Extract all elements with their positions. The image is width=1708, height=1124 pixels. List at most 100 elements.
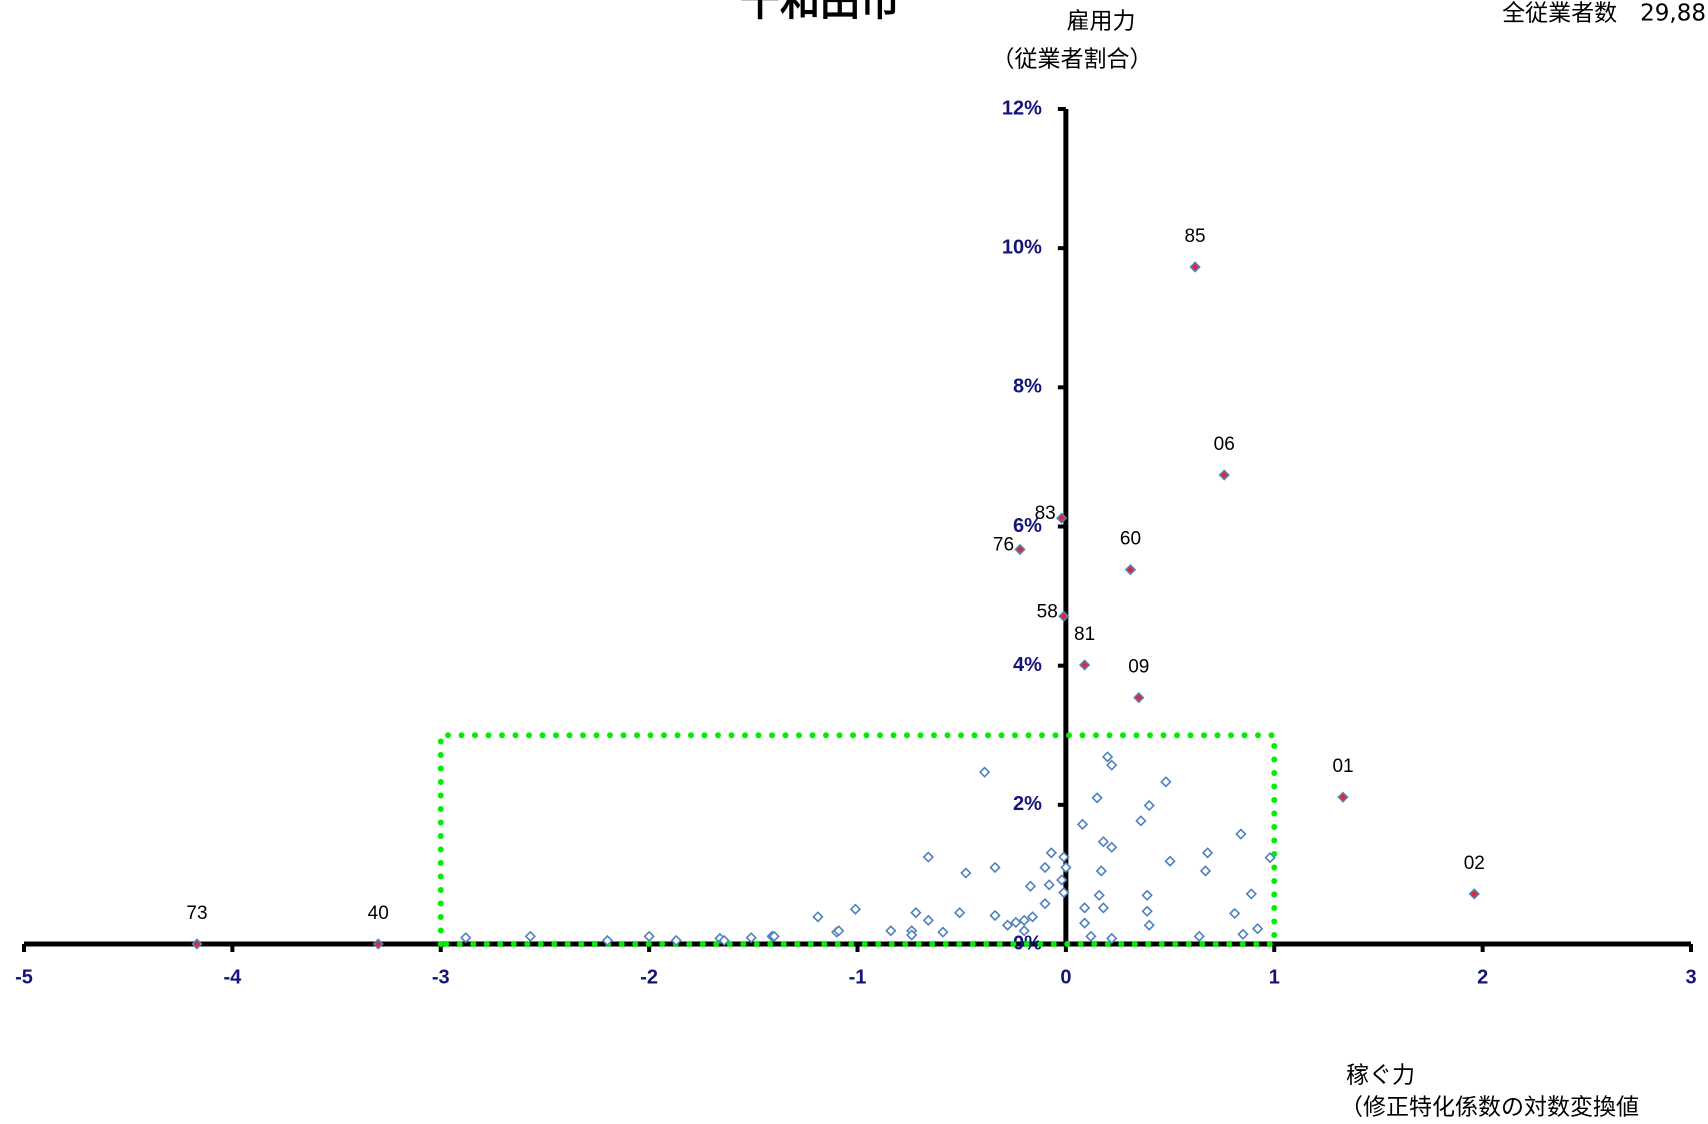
point-label: 73 — [186, 903, 207, 924]
point — [1189, 261, 1201, 273]
y-axis-subtitle: （従業者割合） — [992, 47, 1153, 73]
point — [718, 934, 730, 947]
point — [922, 914, 934, 926]
point — [1106, 932, 1118, 945]
point — [1251, 923, 1264, 935]
point — [1235, 828, 1247, 840]
point — [1085, 930, 1097, 942]
point-label: 40 — [368, 903, 389, 924]
x-tick-label: 3 — [1685, 966, 1696, 988]
point — [1076, 818, 1089, 830]
point — [1141, 889, 1153, 901]
point — [1106, 759, 1118, 771]
point — [460, 932, 472, 944]
y-tick-label: 8% — [1013, 376, 1042, 398]
point — [1101, 751, 1114, 763]
point — [1001, 919, 1014, 931]
x-tick-label: -5 — [15, 966, 33, 988]
point — [978, 766, 991, 778]
x-tick-label: -2 — [640, 966, 658, 988]
x-tick-label: -3 — [432, 966, 450, 988]
point — [1058, 886, 1070, 899]
point — [1056, 512, 1068, 524]
point — [910, 907, 922, 919]
point — [812, 911, 824, 923]
point — [906, 929, 918, 941]
point — [1245, 888, 1257, 900]
point — [937, 926, 949, 938]
point-label: 60 — [1120, 529, 1141, 550]
point — [1014, 543, 1026, 556]
point — [1143, 919, 1155, 931]
point — [1237, 928, 1249, 940]
point — [1141, 905, 1153, 917]
note: 全従業者数 29,88 — [1502, 1, 1706, 27]
x-tick-label: 2 — [1477, 966, 1488, 988]
point — [372, 938, 384, 950]
point — [1201, 847, 1214, 859]
point — [1043, 879, 1055, 891]
x-tick-label: 0 — [1060, 966, 1071, 988]
x-axis-title: 稼ぐ力 — [1346, 1063, 1415, 1089]
point — [1264, 852, 1276, 864]
point — [849, 903, 862, 915]
x-tick-label: -4 — [223, 966, 242, 988]
point — [1060, 861, 1072, 874]
point — [1133, 692, 1145, 704]
point — [1160, 776, 1172, 788]
point — [1337, 791, 1349, 803]
chart-title: 十和田市 — [740, 0, 900, 25]
point — [1018, 925, 1030, 937]
y-axis-title: 雇用力 — [1067, 9, 1136, 35]
point — [1045, 847, 1057, 859]
point — [1229, 907, 1241, 920]
point — [1106, 841, 1118, 853]
point — [1078, 902, 1091, 914]
point — [1018, 914, 1030, 926]
point-label: 83 — [1035, 503, 1056, 524]
point — [1091, 792, 1103, 804]
point — [1135, 815, 1147, 827]
point — [643, 930, 655, 942]
point — [1024, 880, 1037, 892]
point — [922, 851, 934, 863]
point-label: 06 — [1214, 434, 1235, 455]
y-tick-label: 10% — [1002, 236, 1042, 258]
point — [1095, 865, 1107, 877]
point — [1078, 917, 1091, 929]
point — [1010, 916, 1022, 929]
point — [601, 934, 614, 947]
x-tick-label: 1 — [1269, 966, 1280, 988]
point — [1078, 659, 1091, 671]
point — [1164, 855, 1176, 867]
point — [1058, 610, 1070, 622]
point — [1218, 469, 1230, 481]
point-label: 58 — [1037, 601, 1058, 622]
point — [1199, 865, 1212, 877]
y-tick-label: 12% — [1002, 97, 1042, 119]
point-label: 09 — [1128, 657, 1149, 678]
point — [1056, 874, 1068, 886]
point — [960, 867, 972, 879]
point — [953, 907, 966, 919]
x-tick-label: -1 — [849, 966, 867, 988]
highlight-box — [437, 732, 1278, 947]
y-tick-label: 6% — [1013, 515, 1042, 537]
point — [524, 930, 536, 942]
y-tick-label: 2% — [1013, 793, 1042, 815]
point — [1097, 836, 1110, 848]
point — [1039, 898, 1051, 910]
point — [1143, 799, 1155, 812]
y-tick-label: 4% — [1013, 654, 1042, 676]
point — [1058, 851, 1070, 863]
point-label: 81 — [1074, 624, 1095, 645]
x-axis-subtitle: （修正特化係数の対数変換値 — [1340, 1095, 1639, 1121]
point — [989, 861, 1001, 874]
point — [989, 909, 1001, 922]
point — [768, 930, 780, 942]
point — [1193, 930, 1205, 942]
point — [1026, 911, 1039, 923]
point-label: 85 — [1184, 226, 1205, 247]
point — [1468, 888, 1480, 900]
